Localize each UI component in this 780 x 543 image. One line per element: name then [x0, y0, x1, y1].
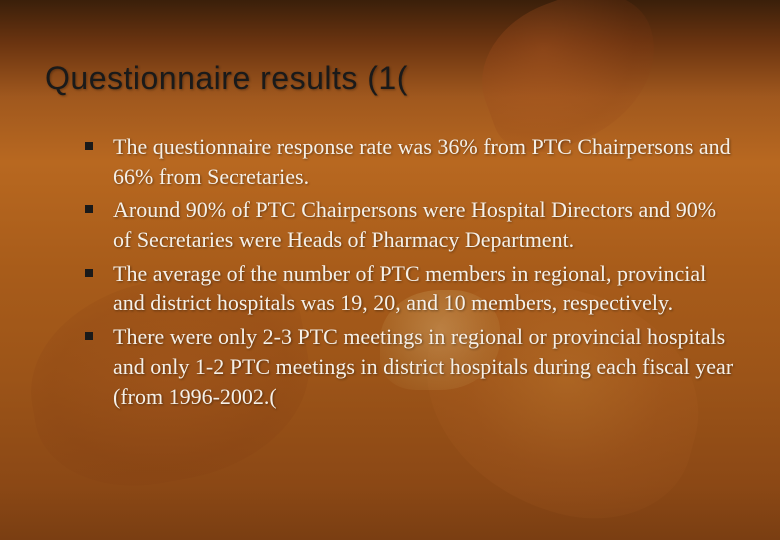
bullet-text: The questionnaire response rate was 36% … — [113, 132, 735, 191]
square-bullet-icon — [85, 205, 93, 213]
slide-content: Questionnaire results (1( The questionna… — [45, 60, 735, 411]
bullet-list: The questionnaire response rate was 36% … — [45, 132, 735, 411]
bullet-item: The questionnaire response rate was 36% … — [85, 132, 735, 191]
bullet-item: There were only 2-3 PTC meetings in regi… — [85, 322, 735, 411]
bullet-text: Around 90% of PTC Chairpersons were Hosp… — [113, 195, 735, 254]
slide-title: Questionnaire results (1( — [45, 60, 735, 97]
square-bullet-icon — [85, 142, 93, 150]
bullet-text: The average of the number of PTC members… — [113, 259, 735, 318]
bullet-item: Around 90% of PTC Chairpersons were Hosp… — [85, 195, 735, 254]
bullet-item: The average of the number of PTC members… — [85, 259, 735, 318]
square-bullet-icon — [85, 269, 93, 277]
presentation-slide: Questionnaire results (1( The questionna… — [0, 0, 780, 540]
square-bullet-icon — [85, 332, 93, 340]
bullet-text: There were only 2-3 PTC meetings in regi… — [113, 322, 735, 411]
